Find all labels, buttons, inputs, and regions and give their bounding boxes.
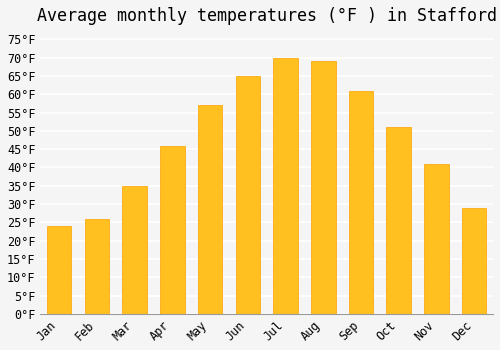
Bar [160, 146, 184, 314]
Title: Average monthly temperatures (°F ) in Stafford: Average monthly temperatures (°F ) in St… [36, 7, 496, 25]
Bar [386, 127, 411, 314]
Bar [311, 61, 336, 314]
Bar [462, 208, 486, 314]
Bar [424, 164, 448, 314]
Bar [198, 105, 222, 314]
Bar [348, 91, 374, 314]
Bar [122, 186, 147, 314]
Bar [236, 76, 260, 314]
Bar [274, 58, 298, 314]
Bar [47, 226, 72, 314]
Bar [84, 219, 109, 314]
